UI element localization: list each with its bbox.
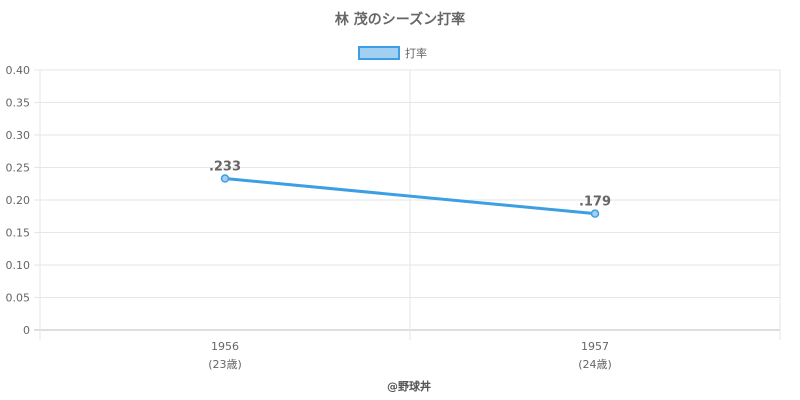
y-tick-label: 0.35 xyxy=(6,97,31,110)
legend[interactable]: 打率 xyxy=(358,46,427,60)
y-tick-label: 0.30 xyxy=(6,129,31,142)
y-tick-label: 0.40 xyxy=(6,64,31,77)
y-axis: 0 0.05 0.10 0.15 0.20 0.25 0.30 0.35 0.40 xyxy=(6,64,31,337)
x-tick-sublabel: (24歳) xyxy=(578,358,612,371)
y-tick-label: 0.05 xyxy=(6,292,31,305)
chart-title: 林 茂のシーズン打率 xyxy=(335,11,465,28)
x-tick-sublabel: (23歳) xyxy=(208,358,242,371)
y-tick-label: 0.20 xyxy=(6,194,31,207)
x-axis: 1956 (23歳) 1957 (24歳) xyxy=(208,340,612,371)
data-point xyxy=(220,174,230,183)
legend-label: 打率 xyxy=(405,46,427,60)
legend-swatch xyxy=(358,46,400,60)
data-label: .233 xyxy=(209,160,241,175)
y-tick-label: 0.10 xyxy=(6,259,31,272)
x-tick-label: 1956 xyxy=(211,340,239,353)
series-batting-average: .233 .179 xyxy=(209,160,611,218)
x-tick-label: 1957 xyxy=(581,340,609,353)
grid xyxy=(34,69,781,340)
y-tick-label: 0 xyxy=(23,324,30,337)
y-tick-label: 0.25 xyxy=(6,162,31,175)
series-line-segment xyxy=(223,177,597,216)
data-label: .179 xyxy=(579,195,611,210)
credit-text: @野球丼 xyxy=(387,379,431,393)
data-point xyxy=(590,209,600,218)
y-tick-label: 0.15 xyxy=(6,227,31,240)
